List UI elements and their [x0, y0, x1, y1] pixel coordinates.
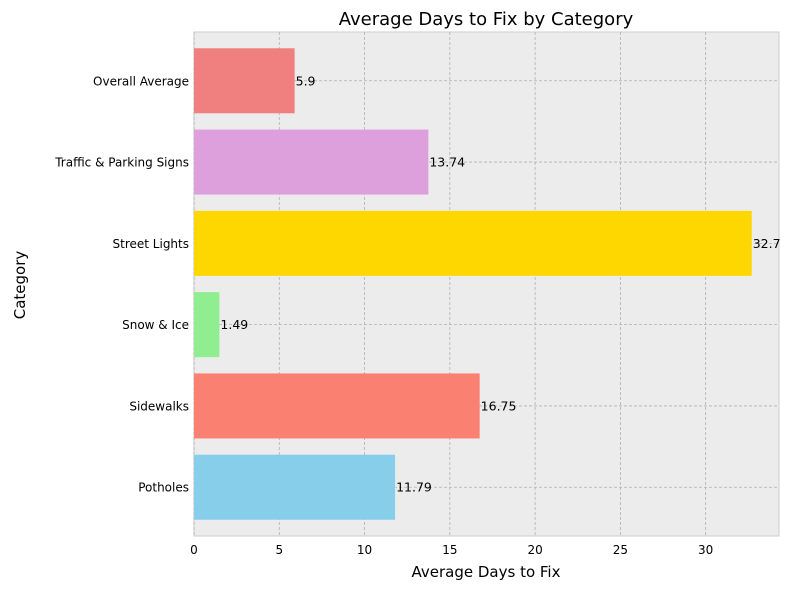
x-tick-label-1: 5 [275, 543, 283, 557]
x-tick-label-5: 25 [613, 543, 628, 557]
x-tick-label-3: 15 [442, 543, 457, 557]
y-tick-label-3: Street Lights [113, 237, 189, 251]
y-tick-label-1: Sidewalks [129, 399, 189, 413]
y-tick-label-4: Traffic & Parking Signs [54, 156, 189, 170]
x-tick-label-0: 0 [190, 543, 198, 557]
bar-5 [194, 48, 295, 114]
bars [194, 48, 752, 520]
bar-0 [194, 454, 396, 520]
bar-2 [194, 292, 220, 358]
bar-3 [194, 210, 752, 276]
x-tick-labels: 0 5 10 15 20 25 30 [190, 543, 713, 557]
plot-area [193, 31, 780, 537]
y-tick-label-0: Potholes [138, 481, 189, 495]
bar-4 [194, 129, 429, 195]
x-tick-label-4: 20 [527, 543, 542, 557]
data-label-0: 11.79 [396, 480, 432, 495]
y-axis-title: Category [11, 251, 29, 320]
x-axis-title: Average Days to Fix [412, 563, 561, 581]
data-label-1: 16.75 [481, 398, 517, 413]
data-label-5: 5.9 [296, 73, 316, 88]
data-label-2: 1.49 [220, 317, 248, 332]
y-tick-labels: Potholes Sidewalks Snow & Ice Street Lights… [54, 74, 189, 494]
data-label-3: 32.7 [753, 236, 781, 251]
y-tick-label-2: Snow & Ice [122, 318, 189, 332]
bar-1 [194, 373, 480, 439]
y-tick-label-5: Overall Average [93, 74, 189, 88]
x-tick-label-2: 10 [357, 543, 372, 557]
data-labels: 11.79 16.75 1.49 32.7 13.74 5.9 [220, 73, 780, 494]
x-tick-label-6: 30 [698, 543, 713, 557]
chart-title: Average Days to Fix by Category [339, 9, 634, 30]
data-label-4: 13.74 [429, 155, 465, 170]
